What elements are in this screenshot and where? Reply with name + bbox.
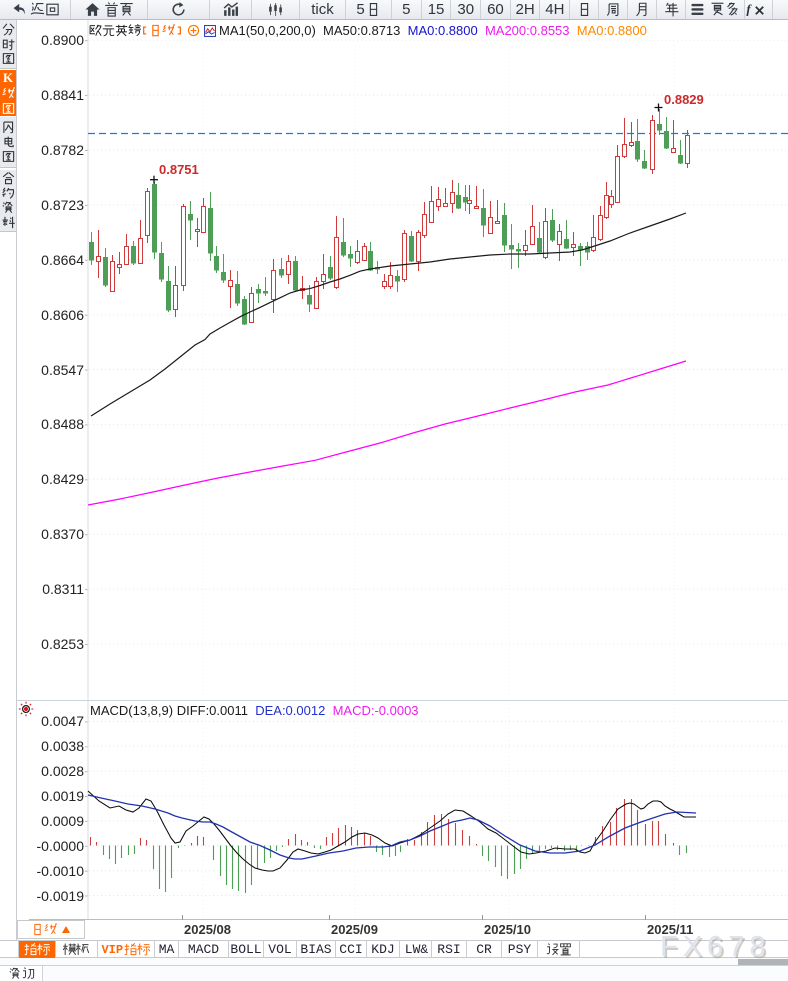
svg-text:f: f	[746, 3, 752, 17]
